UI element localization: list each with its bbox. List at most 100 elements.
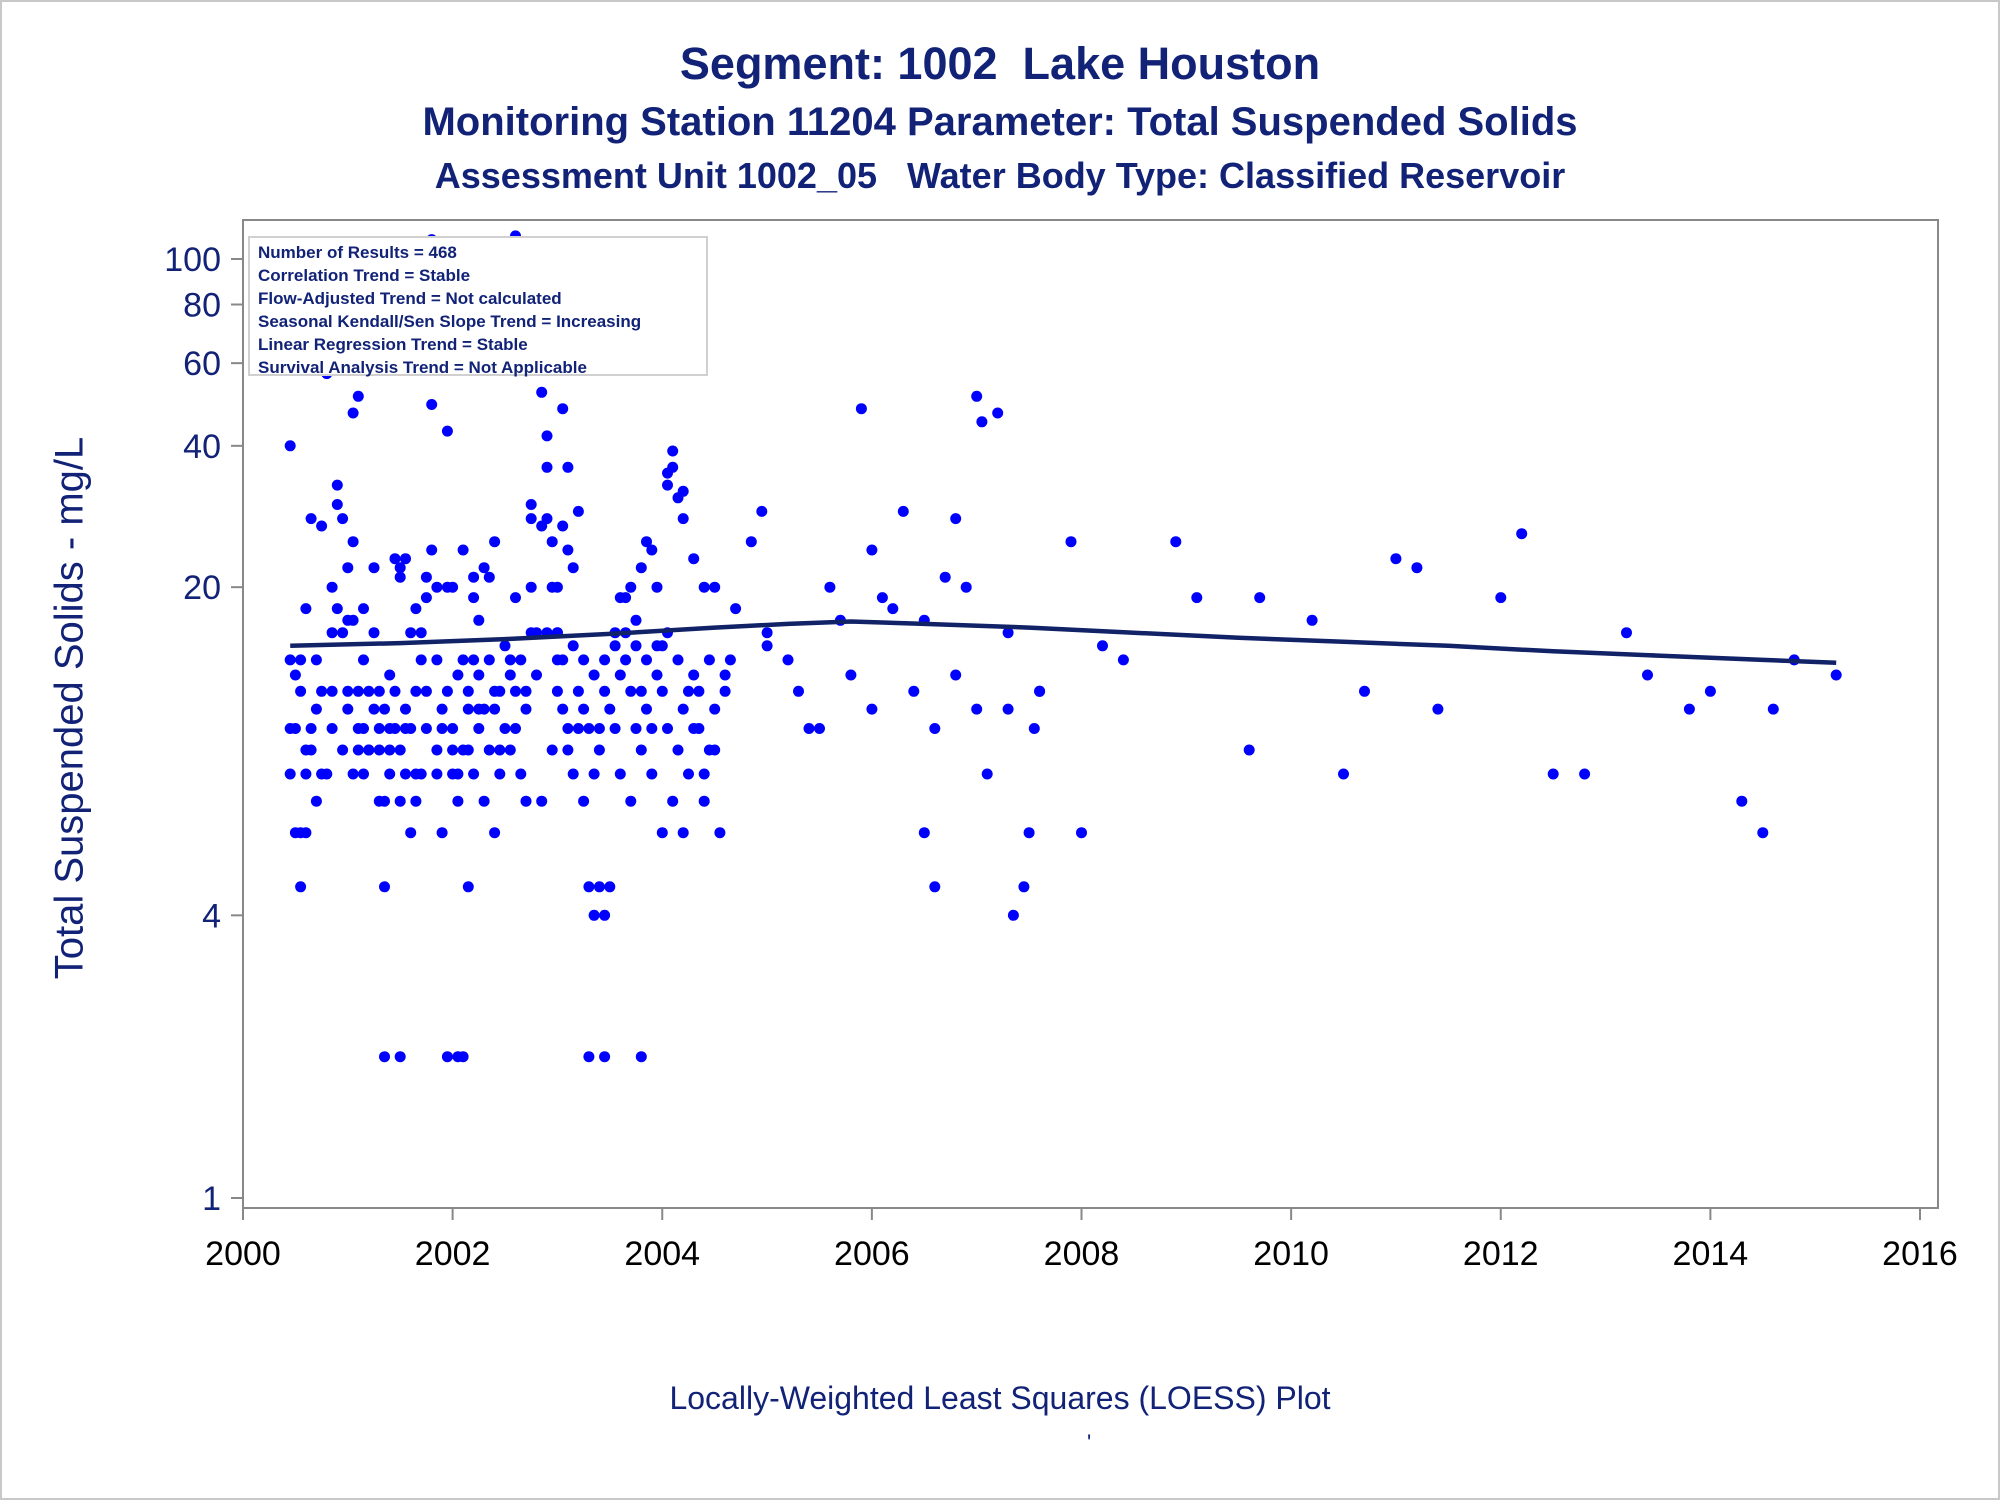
data-point xyxy=(457,1051,469,1063)
data-point xyxy=(693,723,705,734)
data-point xyxy=(447,744,459,756)
data-point xyxy=(384,723,396,734)
data-point xyxy=(541,430,553,442)
data-point xyxy=(662,723,673,734)
data-point xyxy=(326,685,338,697)
data-point xyxy=(394,795,406,807)
data-point xyxy=(656,827,668,839)
data-point xyxy=(536,386,548,398)
data-point xyxy=(588,909,600,921)
data-point xyxy=(468,768,480,780)
data-point xyxy=(546,744,558,756)
data-point xyxy=(1359,685,1370,697)
data-point xyxy=(562,723,574,734)
data-point xyxy=(620,654,632,666)
data-point xyxy=(1757,827,1769,839)
data-point xyxy=(284,768,296,780)
data-point xyxy=(520,685,532,697)
data-point xyxy=(379,1051,390,1063)
data-point xyxy=(745,536,757,548)
data-point xyxy=(331,499,343,510)
data-point xyxy=(441,685,453,697)
chart-subtitle: Monitoring Station 11204 Parameter: Tota… xyxy=(422,100,1578,144)
data-point xyxy=(510,685,521,697)
data-point xyxy=(436,723,448,734)
data-point xyxy=(855,403,867,415)
data-point xyxy=(342,703,354,715)
data-point xyxy=(525,499,537,510)
data-point xyxy=(604,881,616,893)
data-point xyxy=(599,654,611,666)
data-point xyxy=(761,640,773,652)
data-point xyxy=(583,1051,595,1063)
data-point xyxy=(447,723,459,734)
data-point xyxy=(1495,592,1507,604)
data-point xyxy=(347,614,359,626)
data-point xyxy=(719,685,731,697)
data-point xyxy=(677,827,689,839)
data-point xyxy=(1023,827,1035,839)
data-point xyxy=(326,627,338,639)
data-point xyxy=(426,544,438,556)
data-point xyxy=(625,581,637,593)
data-point xyxy=(520,795,532,807)
data-point xyxy=(347,407,359,419)
data-point xyxy=(373,723,385,734)
data-point xyxy=(761,627,773,639)
data-point xyxy=(1432,703,1444,715)
data-point xyxy=(609,640,621,652)
data-point xyxy=(452,669,464,681)
data-point xyxy=(368,562,380,574)
data-point xyxy=(447,581,459,593)
data-point xyxy=(358,768,369,780)
data-point xyxy=(688,669,700,681)
data-point xyxy=(410,685,422,697)
data-point xyxy=(814,723,825,734)
data-point xyxy=(400,768,411,780)
data-point xyxy=(494,768,506,780)
data-point xyxy=(557,654,569,666)
data-point xyxy=(525,581,537,593)
x-tick-label: 2000 xyxy=(205,1235,281,1273)
data-point xyxy=(635,562,647,574)
data-point xyxy=(557,520,569,532)
data-point xyxy=(1579,768,1591,780)
y-tick-label: 60 xyxy=(183,345,221,383)
data-point xyxy=(646,544,658,556)
data-point xyxy=(976,416,988,428)
data-point xyxy=(384,669,396,681)
data-point xyxy=(431,654,443,666)
data-point xyxy=(483,654,495,666)
data-point xyxy=(950,513,962,525)
data-point xyxy=(310,795,322,807)
y-tick-label: 100 xyxy=(164,241,221,279)
data-point xyxy=(510,723,521,734)
data-point xyxy=(593,723,605,734)
data-point xyxy=(441,425,453,437)
data-point xyxy=(1736,795,1748,807)
data-point xyxy=(284,654,296,666)
data-point xyxy=(436,827,448,839)
data-point xyxy=(583,881,595,893)
data-point xyxy=(1028,723,1040,734)
data-point xyxy=(415,654,427,666)
data-point xyxy=(939,571,951,583)
data-point xyxy=(525,513,537,525)
data-point xyxy=(305,744,317,756)
annotation-line: Linear Regression Trend = Stable xyxy=(258,335,528,354)
data-point xyxy=(572,723,584,734)
data-point xyxy=(593,881,605,893)
data-point xyxy=(405,627,417,639)
data-point xyxy=(599,685,611,697)
data-point xyxy=(541,461,553,473)
chart-footnote: Locally-Weighted Least Squares (LOESS) P… xyxy=(669,1380,1331,1416)
data-point xyxy=(358,603,369,615)
data-point xyxy=(499,723,511,734)
data-point xyxy=(1076,827,1087,839)
data-point xyxy=(541,513,553,525)
data-point xyxy=(515,768,527,780)
data-point xyxy=(331,479,343,491)
data-point xyxy=(431,581,443,593)
data-point xyxy=(646,768,658,780)
